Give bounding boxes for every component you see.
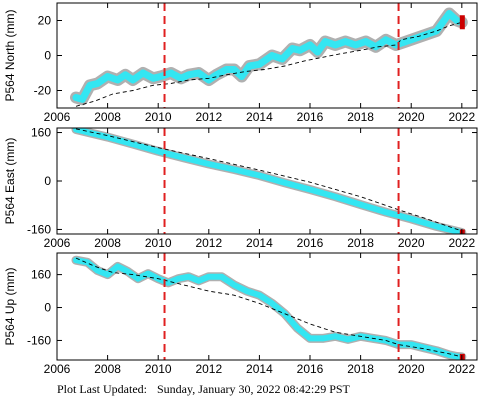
y-tick-label: -160: [27, 333, 51, 347]
latest-observations-marker: [459, 15, 465, 30]
plot-updated-footer: Plot Last Updated: Sunday, January 30, 20…: [57, 382, 477, 398]
x-tick-label: 2020: [398, 236, 425, 250]
x-tick-label: 2022: [448, 236, 475, 250]
x-tick-label: 2010: [145, 110, 172, 124]
x-tick-label: 2014: [246, 236, 273, 250]
y-tick-label: -160: [27, 222, 51, 236]
panel-3: 2006 2008 2010 2012 2014 2016 2018 2020 2022 160 0…: [3, 252, 478, 376]
model-series-line: [75, 128, 462, 232]
plot-area: [70, 3, 468, 108]
y-tick-label: 20: [38, 14, 52, 28]
plot-frame: [56, 252, 478, 361]
x-tick-label: 2016: [297, 362, 324, 376]
y-tick-label: -20: [34, 84, 52, 98]
x-tick-label: 2016: [297, 110, 324, 124]
y-tick-label: 0: [44, 174, 51, 188]
x-tick-label: 2018: [347, 362, 374, 376]
y-axis-label: P564 Up (mm): [3, 267, 17, 345]
y-tick-label: 0: [44, 49, 51, 63]
x-tick-label: 2012: [195, 110, 222, 124]
y-tick-label: 160: [31, 126, 51, 140]
plot-area: [71, 253, 467, 360]
x-tick-label: 2014: [246, 110, 273, 124]
x-tick-label: 2018: [347, 110, 374, 124]
panel-1: 2006 2008 2010 2012 2014 2016 2018 2020 2022 20 0 -…: [3, 2, 478, 124]
plot-area: [71, 128, 467, 234]
x-tick-label: 2014: [246, 362, 273, 376]
x-tick-label: 2008: [94, 110, 121, 124]
observed-series-line: [73, 128, 465, 234]
footer-timestamp: Sunday, January 30, 2022 08:42:29 PST: [157, 382, 350, 396]
x-tick-label: 2012: [195, 362, 222, 376]
x-tick-label: 2016: [297, 236, 324, 250]
x-tick-label: 2010: [145, 236, 172, 250]
x-tick-label: 2018: [347, 236, 374, 250]
panel-2: 2006 2008 2010 2012 2014 2016 2018 2020 2022 160 0…: [3, 126, 478, 250]
observed-series-line: [73, 257, 465, 360]
x-tick-label: 2008: [94, 362, 121, 376]
y-axis-label: P564 East (mm): [3, 138, 17, 225]
x-tick-label: 2012: [195, 236, 222, 250]
x-tick-label: 2006: [44, 362, 71, 376]
x-tick-label: 2020: [398, 362, 425, 376]
x-tick-label: 2022: [448, 362, 475, 376]
x-tick-label: 2010: [145, 362, 172, 376]
y-axis-label: P564 North (mm): [3, 9, 17, 101]
x-tick-label: 2020: [398, 110, 425, 124]
model-series-line: [75, 21, 462, 107]
y-tick-label: 0: [44, 301, 51, 315]
footer-label: Plot Last Updated:: [57, 382, 147, 396]
x-tick-label: 2022: [448, 110, 475, 124]
x-tick-label: 2006: [44, 236, 71, 250]
y-tick-label: 160: [31, 268, 51, 282]
x-tick-label: 2008: [94, 236, 121, 250]
x-tick-label: 2006: [44, 110, 71, 124]
model-series-line: [75, 257, 462, 358]
observed-series-line: [72, 10, 466, 103]
